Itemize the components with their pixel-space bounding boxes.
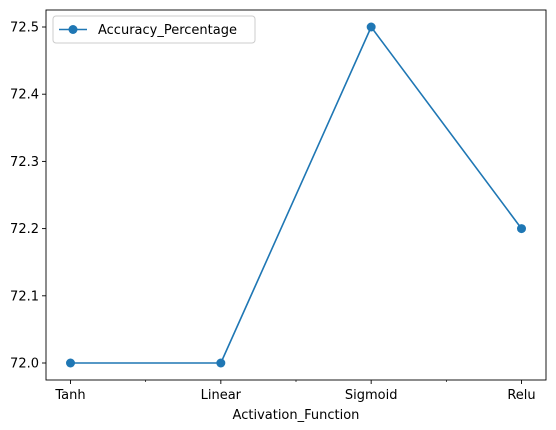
x-axis: Tanh Linear Sigmoid Relu [54,380,536,403]
x-tick-label: Relu [507,388,535,403]
x-axis-label: Activation_Function [233,408,360,423]
y-tick-label: 72.3 [10,155,39,170]
data-point-linear [216,358,226,368]
legend: Accuracy_Percentage [52,15,256,44]
series-line-accuracy-percentage [70,26,523,364]
y-tick-label: 72.1 [10,289,39,304]
y-tick-label: 72.2 [10,222,39,237]
legend-box [52,15,256,44]
y-axis: 72.0 72.1 72.2 72.3 72.4 72.5 [10,21,46,372]
y-tick-label: 72.5 [10,21,39,36]
x-tick-label: Tanh [54,388,85,403]
data-point-tanh [66,358,75,368]
plot-frame [45,9,547,381]
y-tick-label: 72.0 [10,357,39,372]
x-tick-label: Linear [201,388,242,403]
legend-marker-swatch [68,25,78,34]
data-point-sigmoid [366,22,376,32]
legend-label: Accuracy_Percentage [98,23,237,38]
series-layer [66,22,526,368]
data-point-relu [517,224,526,234]
x-tick-label: Sigmoid [345,388,398,403]
y-tick-label: 72.4 [10,88,39,103]
